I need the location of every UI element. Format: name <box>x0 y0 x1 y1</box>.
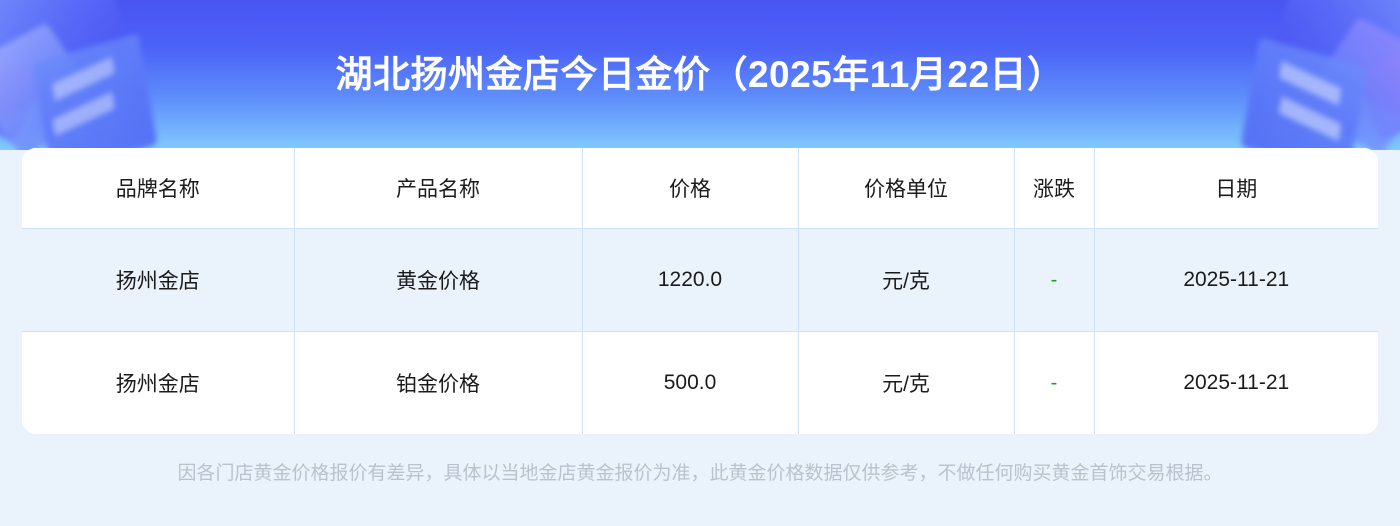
cell-unit: 元/克 <box>798 331 1015 434</box>
column-header-change: 涨跌 <box>1014 148 1095 229</box>
cell-price: 1220.0 <box>582 228 799 332</box>
page-title: 湖北扬州金店今日金价（2025年11月22日） <box>335 54 1065 95</box>
column-header-price: 价格 <box>582 148 799 229</box>
cell-brand: 扬州金店 <box>22 228 295 332</box>
column-header-product: 产品名称 <box>294 148 583 229</box>
column-header-unit: 价格单位 <box>798 148 1015 229</box>
cell-change: - <box>1014 228 1095 332</box>
cell-change: - <box>1014 331 1095 434</box>
disclaimer-text: 因各门店黄金价格报价有差异，具体以当地金店黄金报价为准，此黄金价格数据仅供参考，… <box>177 463 1223 484</box>
table-row: 扬州金店 黄金价格 1220.0 元/克 - 2025-11-21 <box>22 228 1378 332</box>
cell-unit: 元/克 <box>798 228 1015 332</box>
column-header-date: 日期 <box>1094 148 1378 229</box>
cell-date: 2025-11-21 <box>1094 331 1378 434</box>
cell-product: 黄金价格 <box>294 228 583 332</box>
cell-date: 2025-11-21 <box>1094 228 1378 332</box>
cell-brand: 扬州金店 <box>22 331 295 434</box>
table-header-row: 品牌名称 产品名称 价格 价格单位 涨跌 日期 <box>22 148 1378 229</box>
cell-product: 铂金价格 <box>294 331 583 434</box>
gold-price-table: 品牌名称 产品名称 价格 价格单位 涨跌 日期 扬州金店 黄金价格 1220.0… <box>22 148 1378 434</box>
column-header-brand: 品牌名称 <box>22 148 295 229</box>
price-table-card: 品牌名称 产品名称 价格 价格单位 涨跌 日期 扬州金店 黄金价格 1220.0… <box>22 148 1378 434</box>
page-banner: 湖北扬州金店今日金价（2025年11月22日） <box>0 0 1400 150</box>
cell-price: 500.0 <box>582 331 799 434</box>
table-row: 扬州金店 铂金价格 500.0 元/克 - 2025-11-21 <box>22 331 1378 434</box>
